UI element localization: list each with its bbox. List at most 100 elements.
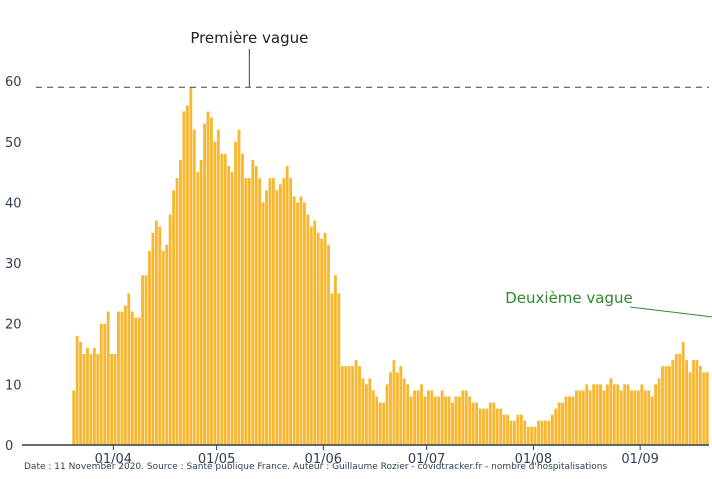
bar	[492, 402, 496, 445]
bar	[117, 311, 120, 445]
bar	[275, 190, 279, 445]
bar	[433, 396, 437, 445]
bar	[626, 384, 630, 445]
bar	[705, 372, 709, 445]
bar	[75, 335, 79, 445]
x-tick-label: 01/05	[198, 452, 235, 467]
bar	[568, 396, 571, 445]
bar	[667, 366, 671, 445]
bar	[623, 384, 627, 445]
bar	[654, 384, 658, 445]
first-wave-label: Première vague	[190, 29, 308, 47]
bar	[258, 178, 262, 445]
bar	[79, 341, 83, 445]
bar	[633, 390, 637, 445]
bar	[96, 354, 100, 445]
bar	[695, 360, 699, 445]
bar	[540, 420, 544, 445]
bar	[344, 366, 348, 445]
bar	[516, 414, 520, 445]
bar	[636, 390, 640, 445]
bar	[227, 166, 231, 445]
bar	[464, 390, 468, 445]
y-tick-label: 40	[5, 196, 22, 211]
bar	[330, 293, 334, 445]
bar	[337, 293, 341, 445]
bar	[333, 275, 337, 445]
bar	[303, 202, 306, 445]
bar	[612, 384, 616, 445]
bar	[461, 390, 465, 445]
bar	[86, 347, 89, 445]
bar	[502, 414, 506, 445]
bar	[426, 390, 430, 445]
y-tick-label: 60	[5, 75, 22, 90]
bar	[389, 372, 392, 445]
bar	[578, 390, 582, 445]
bar	[364, 384, 368, 445]
y-tick-label: 20	[5, 318, 22, 333]
bar	[168, 214, 172, 445]
bar	[375, 396, 379, 445]
bar	[688, 372, 692, 445]
bar	[530, 426, 534, 445]
bar	[495, 408, 499, 445]
bar	[265, 190, 268, 445]
bar	[420, 384, 423, 445]
bar	[151, 232, 155, 445]
bar	[175, 178, 179, 445]
y-tick-label: 50	[5, 136, 22, 151]
bar	[616, 384, 620, 445]
bar	[172, 190, 175, 445]
source-footer: Date : 11 November 2020. Source : Santé …	[24, 462, 608, 472]
bar	[650, 396, 654, 445]
second-wave-label: Deuxième vague	[505, 289, 633, 307]
bar	[661, 366, 664, 445]
bar	[185, 105, 189, 445]
bar	[392, 360, 396, 445]
bar	[268, 178, 272, 445]
bar	[488, 402, 492, 445]
x-tick-label: 01/06	[305, 452, 342, 467]
bar	[640, 384, 644, 445]
bar	[537, 420, 540, 445]
bar	[382, 402, 386, 445]
bar	[244, 178, 248, 445]
bar	[454, 396, 458, 445]
bar	[110, 354, 114, 445]
bar	[513, 420, 516, 445]
bar	[292, 196, 296, 445]
bar	[447, 396, 451, 445]
annotations: Première vague Deuxième vague	[190, 29, 712, 318]
bar	[361, 378, 365, 445]
bar	[619, 390, 623, 445]
x-tick-label: 01/04	[95, 452, 132, 467]
bar	[423, 396, 427, 445]
bar	[285, 166, 289, 445]
bar	[210, 117, 213, 446]
bar	[523, 420, 527, 445]
bar	[485, 408, 489, 445]
bar	[182, 111, 186, 445]
bar	[216, 129, 220, 445]
bar	[144, 275, 148, 445]
bar	[402, 378, 406, 445]
bar	[571, 396, 575, 445]
bar	[547, 420, 551, 445]
bar	[561, 402, 565, 445]
bar	[519, 414, 523, 445]
bar	[99, 323, 103, 445]
bar	[406, 384, 410, 445]
bar	[413, 390, 417, 445]
bar	[533, 426, 537, 445]
bar	[261, 202, 265, 445]
bar	[89, 354, 93, 445]
bar	[599, 384, 602, 445]
bar	[130, 311, 134, 445]
bar	[327, 244, 330, 445]
bar	[272, 178, 275, 445]
bar	[554, 408, 558, 445]
bar	[440, 390, 444, 445]
bar	[351, 366, 355, 445]
bar	[685, 360, 689, 445]
